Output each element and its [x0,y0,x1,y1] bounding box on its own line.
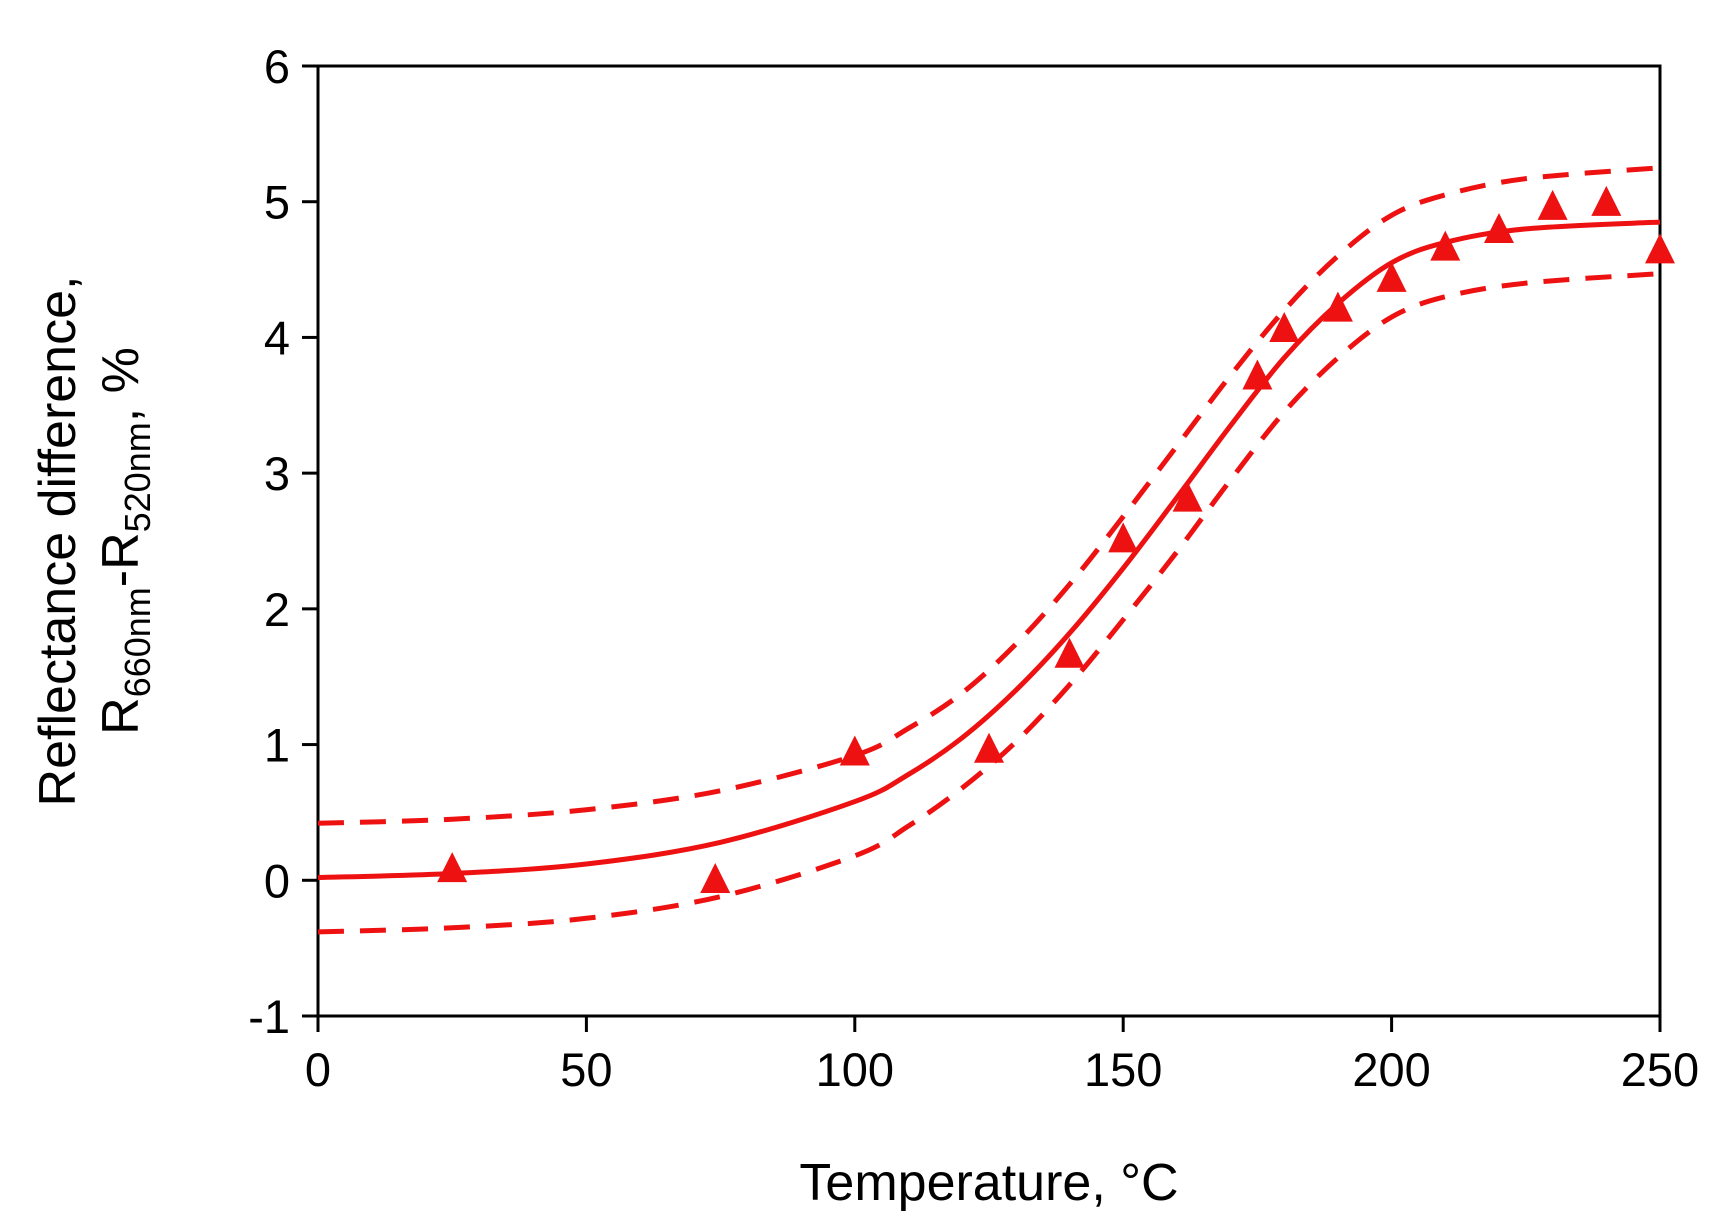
y-label-r2: -R [92,532,150,587]
data-point-triangle [1537,189,1568,220]
data-point-triangle [1172,481,1203,512]
series-line-fit [317,219,1661,881]
y-tick-label: -1 [248,990,290,1043]
data-point-triangle [1322,291,1353,322]
y-label-r1: R [92,697,150,735]
y-tick-label: 3 [264,447,290,500]
y-label-unit: , % [92,347,150,422]
y-tick-label: 0 [264,854,290,907]
data-point-triangle [1645,233,1675,264]
x-tick-label: 0 [305,1043,331,1096]
plot-area-frame [316,64,1662,1018]
data-point-triangle [700,863,731,894]
data-point-triangle [1054,637,1085,668]
y-tick-label: 6 [264,40,290,93]
data-point-triangle [1430,230,1461,261]
data-point-triangle [437,852,468,883]
y-axis-title: Reflectance difference, R660nm-R520nm, % [29,276,158,807]
y-axis-title-line2: R660nm-R520nm, % [92,347,158,735]
x-tick-label: 150 [1084,1043,1162,1096]
data-point-triangle [1483,212,1514,243]
x-axis-title: Temperature, °C [799,1154,1178,1212]
x-tick-label: 200 [1352,1043,1430,1096]
data-point-triangle [1376,261,1407,292]
y-tick-label: 2 [264,583,290,636]
data-point-triangle [1591,185,1622,216]
data-point-triangle [1269,312,1300,343]
y-axis-ticks: -1 0 1 2 3 4 5 6 [248,40,318,1043]
series-lines [317,165,1661,935]
series-line-upper-bound [317,165,1661,826]
y-label-sub1: 660nm [117,587,158,697]
data-point-triangle [1108,522,1139,553]
data-point-triangle [839,735,870,766]
x-tick-label: 100 [816,1043,894,1096]
y-label-sub2: 520nm [117,422,158,532]
series-line-lower-bound [317,271,1661,935]
x-axis-ticks: 0 50 100 150 200 250 [305,1016,1699,1096]
y-tick-label: 5 [264,176,290,229]
x-tick-label: 50 [560,1043,612,1096]
x-tick-label: 250 [1621,1043,1699,1096]
y-tick-label: 4 [264,311,290,364]
y-tick-label: 1 [264,719,290,772]
data-point-triangle [1242,359,1273,390]
series-markers [437,185,1675,894]
y-axis-title-line1: Reflectance difference, [29,276,87,807]
data-point-triangle [974,732,1004,763]
